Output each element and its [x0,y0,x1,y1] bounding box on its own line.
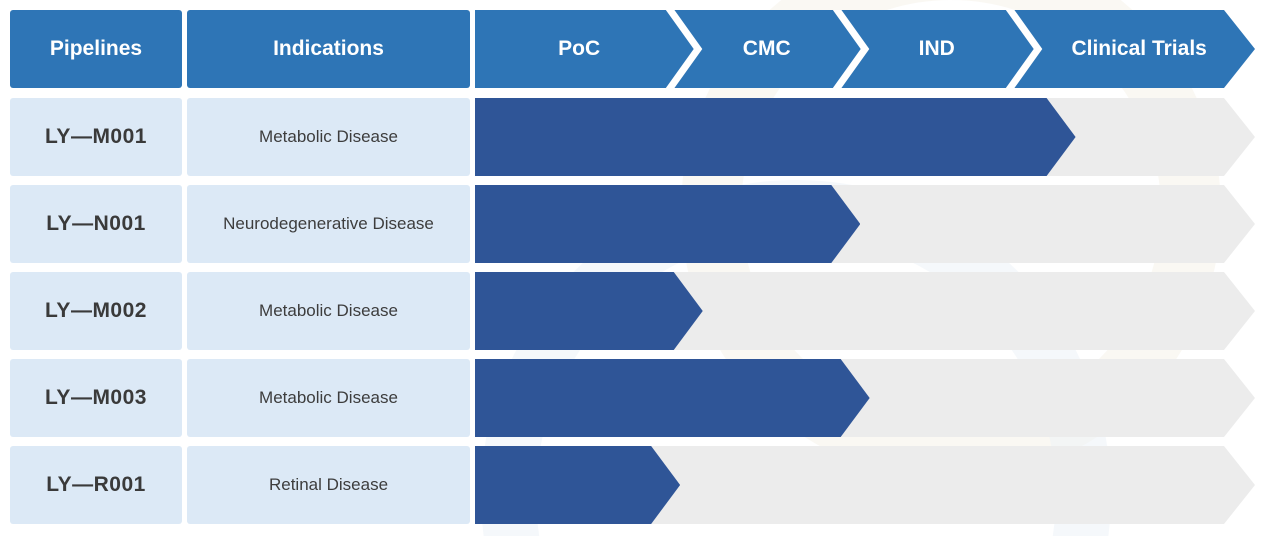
stage-labels: PoC CMC IND Clinical Trials [475,10,1255,88]
pipeline-id-cell: LY—M003 [10,359,182,437]
pipeline-row: LY—M003 Metabolic Disease [10,359,1261,437]
stage-ind: IND [918,37,955,60]
progress-arrow [475,446,680,524]
indication-cell: Metabolic Disease [187,272,470,350]
indications-column-header: Indications [187,10,470,88]
stage-poc: PoC [558,37,601,60]
pipeline-id-cell: LY—R001 [10,446,182,524]
chevron-separator-icon [1006,10,1043,88]
progress-track-container [475,98,1255,176]
pipeline-row: LY—M002 Metabolic Disease [10,272,1261,350]
progress-arrow [475,272,703,350]
indication-cell: Metabolic Disease [187,359,470,437]
indication-cell: Metabolic Disease [187,98,470,176]
pipeline-row: LY—N001 Neurodegenerative Disease [10,185,1261,263]
progress-arrow [475,359,870,437]
stage-header-band: PoC CMC IND Clinical Trials [475,10,1255,88]
indication-cell: Retinal Disease [187,446,470,524]
pipeline-id-cell: LY—N001 [10,185,182,263]
stage-cmc: CMC [742,37,791,60]
pipelines-column-header: Pipelines [10,10,182,88]
pipeline-row: LY—M001 Metabolic Disease [10,98,1261,176]
stage-clinical-trials: Clinical Trials [1071,37,1207,60]
progress-arrow [475,185,860,263]
progress-arrow [475,98,1076,176]
chevron-separator-icon [666,10,703,88]
pipeline-id-cell: LY—M001 [10,98,182,176]
progress-track-container [475,272,1255,350]
progress-track-container [475,446,1255,524]
header-row: Pipelines Indications PoC CMC IND Clinic… [10,10,1261,88]
pipeline-id-cell: LY—M002 [10,272,182,350]
progress-track-container [475,185,1255,263]
chevron-separator-icon [833,10,870,88]
indication-cell: Neurodegenerative Disease [187,185,470,263]
pipeline-row: LY—R001 Retinal Disease [10,446,1261,524]
progress-track-container [475,359,1255,437]
